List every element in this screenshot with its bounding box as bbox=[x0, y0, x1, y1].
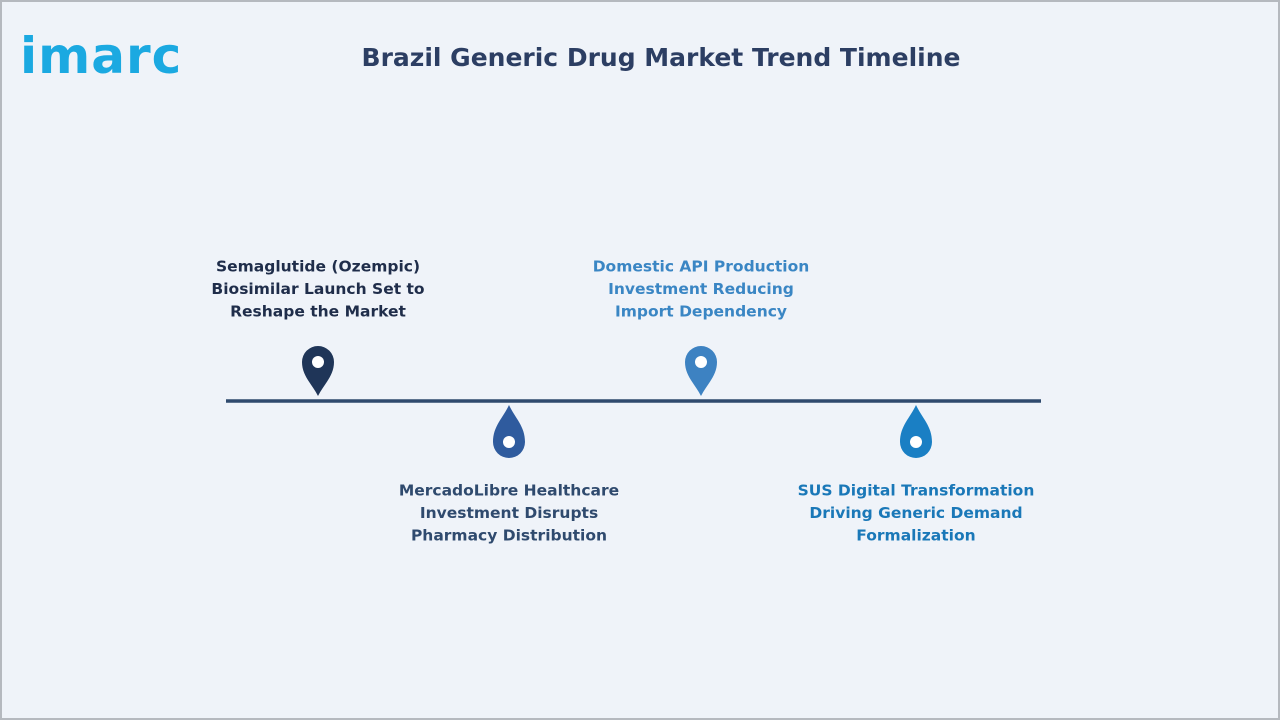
pin-dot bbox=[910, 436, 922, 448]
event-label: Driving Generic Demand bbox=[809, 504, 1022, 522]
event-label: Reshape the Market bbox=[230, 303, 406, 321]
event-label: Domestic API Production bbox=[593, 258, 810, 276]
pin-dot bbox=[695, 356, 707, 368]
events: Semaglutide (Ozempic) Biosimilar Launch S… bbox=[211, 258, 1034, 545]
event-label: Biosimilar Launch Set to bbox=[211, 280, 424, 298]
pin-dot bbox=[503, 436, 515, 448]
timeline-event: MercadoLibre Healthcare Investment Disrup… bbox=[399, 405, 619, 545]
pin-marker bbox=[493, 405, 525, 458]
event-label: Import Dependency bbox=[615, 303, 787, 321]
timeline-event: SUS Digital Transformation Driving Generi… bbox=[798, 405, 1035, 545]
pin-marker bbox=[302, 346, 334, 396]
pin-marker bbox=[900, 405, 932, 458]
timeline-event: Domestic API Production Investment Reduci… bbox=[593, 258, 810, 396]
pin-dot bbox=[312, 356, 324, 368]
logo: imarc bbox=[20, 27, 182, 85]
timeline-event: Semaglutide (Ozempic) Biosimilar Launch S… bbox=[211, 258, 425, 396]
event-label: MercadoLibre Healthcare bbox=[399, 482, 619, 500]
event-label: SUS Digital Transformation bbox=[798, 482, 1035, 500]
event-label: Pharmacy Distribution bbox=[411, 527, 607, 545]
event-label: Investment Disrupts bbox=[420, 504, 598, 522]
title: Brazil Generic Drug Market Trend Timelin… bbox=[362, 43, 961, 72]
event-label: Investment Reducing bbox=[608, 280, 794, 298]
event-label: Formalization bbox=[856, 527, 975, 545]
event-label: Semaglutide (Ozempic) bbox=[216, 258, 420, 276]
pin-marker bbox=[685, 346, 717, 396]
